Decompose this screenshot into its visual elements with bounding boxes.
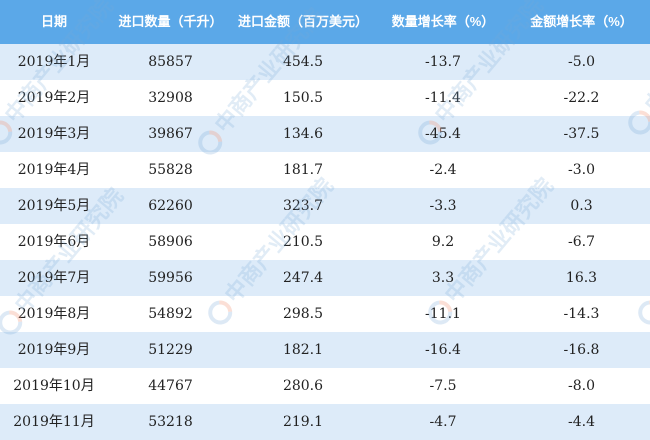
- header-amount-growth: 金额增长率（%）: [513, 0, 650, 44]
- amount-growth-cell: -3.0: [513, 152, 650, 188]
- quantity-growth-cell: -13.7: [373, 44, 513, 80]
- header-quantity: 进口数量（千升）: [108, 0, 233, 44]
- quantity-cell: 85857: [108, 44, 233, 80]
- table-row: 2019年4月 55828 181.7 -2.4 -3.0: [0, 152, 650, 188]
- quantity-growth-cell: 9.2: [373, 224, 513, 260]
- amount-cell: 298.5: [233, 296, 373, 332]
- quantity-cell: 32908: [108, 80, 233, 116]
- date-cell: 2019年4月: [0, 152, 108, 188]
- quantity-growth-cell: -11.1: [373, 296, 513, 332]
- date-cell: 2019年11月: [0, 404, 108, 440]
- quantity-cell: 44767: [108, 368, 233, 404]
- table-row: 2019年6月 58906 210.5 9.2 -6.7: [0, 224, 650, 260]
- header-date: 日期: [0, 0, 108, 44]
- amount-growth-cell: -37.5: [513, 116, 650, 152]
- table-row: 2019年8月 54892 298.5 -11.1 -14.3: [0, 296, 650, 332]
- amount-cell: 247.4: [233, 260, 373, 296]
- table-row: 2019年9月 51229 182.1 -16.4 -16.8: [0, 332, 650, 368]
- amount-growth-cell: 0.3: [513, 188, 650, 224]
- amount-growth-cell: -4.4: [513, 404, 650, 440]
- date-cell: 2019年3月: [0, 116, 108, 152]
- date-cell: 2019年1月: [0, 44, 108, 80]
- quantity-cell: 59956: [108, 260, 233, 296]
- date-cell: 2019年8月: [0, 296, 108, 332]
- quantity-growth-cell: -7.5: [373, 368, 513, 404]
- quantity-growth-cell: -11.4: [373, 80, 513, 116]
- table-row: 2019年1月 85857 454.5 -13.7 -5.0: [0, 44, 650, 80]
- date-cell: 2019年9月: [0, 332, 108, 368]
- quantity-cell: 51229: [108, 332, 233, 368]
- amount-growth-cell: -16.8: [513, 332, 650, 368]
- amount-cell: 210.5: [233, 224, 373, 260]
- amount-cell: 181.7: [233, 152, 373, 188]
- amount-cell: 219.1: [233, 404, 373, 440]
- amount-growth-cell: -14.3: [513, 296, 650, 332]
- header-amount: 进口金额（百万美元）: [233, 0, 373, 44]
- date-cell: 2019年2月: [0, 80, 108, 116]
- amount-growth-cell: -8.0: [513, 368, 650, 404]
- table-row: 2019年2月 32908 150.5 -11.4 -22.2: [0, 80, 650, 116]
- date-cell: 2019年5月: [0, 188, 108, 224]
- table-row: 2019年5月 62260 323.7 -3.3 0.3: [0, 188, 650, 224]
- amount-cell: 280.6: [233, 368, 373, 404]
- amount-cell: 182.1: [233, 332, 373, 368]
- table-row: 2019年10月 44767 280.6 -7.5 -8.0: [0, 368, 650, 404]
- quantity-growth-cell: -4.7: [373, 404, 513, 440]
- table-row: 2019年3月 39867 134.6 -45.4 -37.5: [0, 116, 650, 152]
- amount-cell: 454.5: [233, 44, 373, 80]
- amount-growth-cell: 16.3: [513, 260, 650, 296]
- amount-cell: 134.6: [233, 116, 373, 152]
- quantity-growth-cell: -3.3: [373, 188, 513, 224]
- quantity-cell: 39867: [108, 116, 233, 152]
- quantity-growth-cell: -2.4: [373, 152, 513, 188]
- quantity-growth-cell: 3.3: [373, 260, 513, 296]
- amount-growth-cell: -5.0: [513, 44, 650, 80]
- date-cell: 2019年10月: [0, 368, 108, 404]
- quantity-cell: 62260: [108, 188, 233, 224]
- date-cell: 2019年7月: [0, 260, 108, 296]
- quantity-cell: 55828: [108, 152, 233, 188]
- header-row: 日期 进口数量（千升） 进口金额（百万美元） 数量增长率（%） 金额增长率（%）: [0, 0, 650, 44]
- amount-growth-cell: -22.2: [513, 80, 650, 116]
- quantity-growth-cell: -16.4: [373, 332, 513, 368]
- quantity-cell: 53218: [108, 404, 233, 440]
- amount-growth-cell: -6.7: [513, 224, 650, 260]
- quantity-cell: 58906: [108, 224, 233, 260]
- quantity-growth-cell: -45.4: [373, 116, 513, 152]
- amount-cell: 150.5: [233, 80, 373, 116]
- date-cell: 2019年6月: [0, 224, 108, 260]
- header-quantity-growth: 数量增长率（%）: [373, 0, 513, 44]
- table-row: 2019年7月 59956 247.4 3.3 16.3: [0, 260, 650, 296]
- table-row: 2019年11月 53218 219.1 -4.7 -4.4: [0, 404, 650, 440]
- amount-cell: 323.7: [233, 188, 373, 224]
- quantity-cell: 54892: [108, 296, 233, 332]
